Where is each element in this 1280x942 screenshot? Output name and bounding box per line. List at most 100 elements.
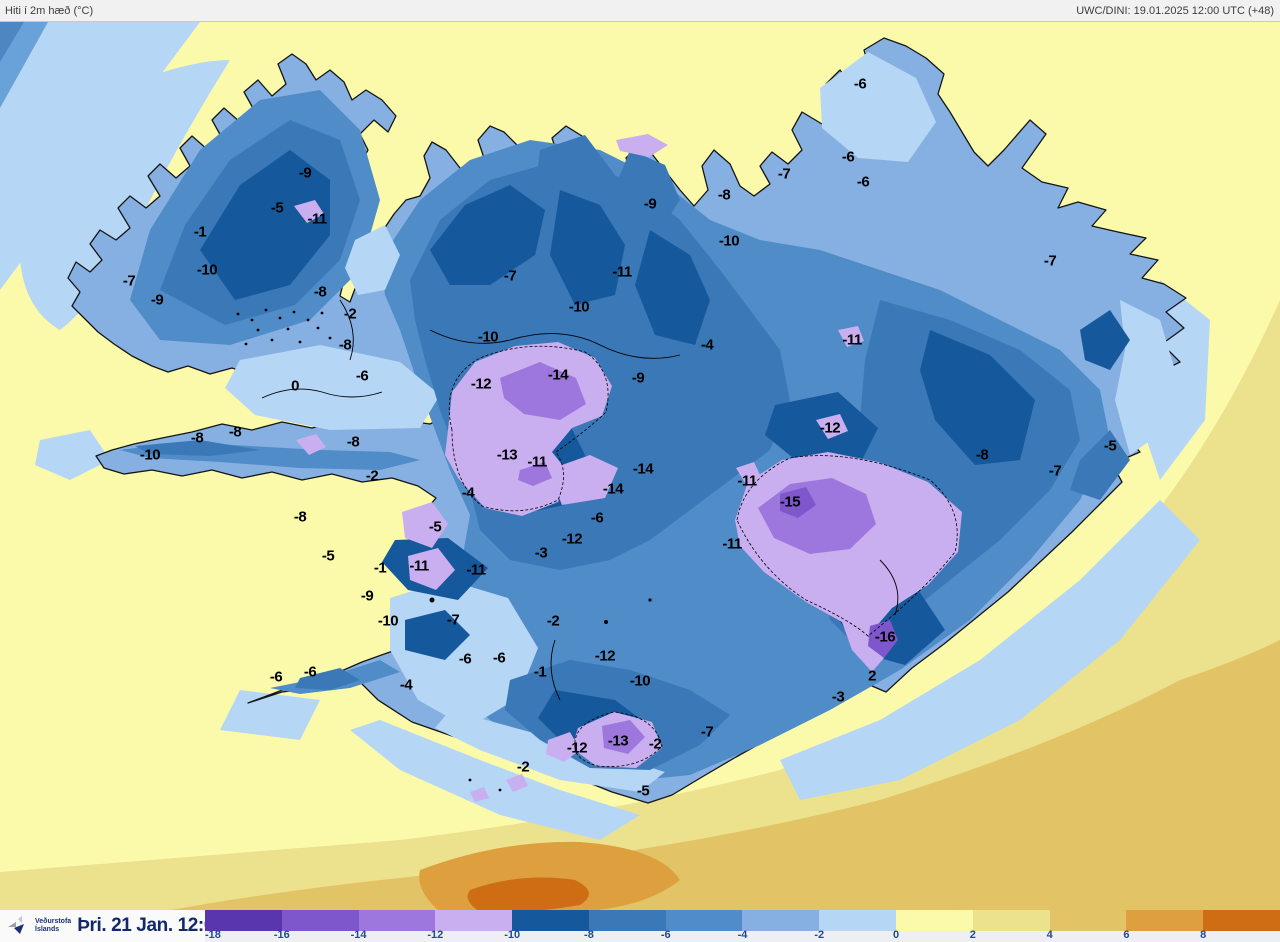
temp-label: -7: [122, 272, 136, 290]
temp-label: -5: [428, 518, 442, 536]
temp-label: -16: [874, 628, 896, 646]
temp-label: -7: [446, 611, 460, 629]
temperature-map: [0, 22, 1280, 910]
legend-strip: [205, 910, 1280, 931]
temp-label: -15: [779, 493, 801, 511]
temp-label: -11: [409, 557, 429, 575]
temp-label: -9: [150, 291, 164, 309]
legend-tick: 4: [1046, 929, 1053, 941]
legend-cell: [358, 910, 436, 931]
temp-label: -11: [722, 535, 742, 553]
temp-label: -2: [343, 305, 357, 323]
brand-box: Veðurstofa Íslands Þri. 21 Jan. 12:00: [0, 910, 225, 942]
temp-label: -2: [546, 612, 560, 630]
temp-label: -4: [461, 484, 475, 502]
legend-cell: [1126, 910, 1204, 931]
legend-tick: -4: [737, 929, 748, 941]
legend-cell: [588, 910, 666, 931]
legend-cell: [281, 910, 359, 931]
temp-label: -11: [612, 263, 632, 281]
temp-label: -4: [399, 676, 413, 694]
bottom-bar: Veðurstofa Íslands Þri. 21 Jan. 12:00 -1…: [0, 910, 1280, 942]
temp-label: -13: [607, 732, 629, 750]
temp-label: -3: [534, 544, 548, 562]
temp-label: -10: [139, 446, 161, 464]
temp-label: -5: [1103, 437, 1117, 455]
temp-label: -2: [648, 735, 662, 753]
logo-line1: Veðurstofa: [35, 917, 72, 925]
temp-label: -10: [196, 261, 218, 279]
temp-label: -11: [307, 210, 327, 228]
temp-label: -2: [365, 467, 379, 485]
temp-label: -6: [492, 649, 506, 667]
temp-label: -4: [700, 336, 714, 354]
temp-label: -11: [527, 453, 547, 471]
legend-tick: 2: [969, 929, 976, 941]
legend-cell: [435, 910, 513, 931]
temp-label: -12: [566, 739, 588, 757]
temp-label: -6: [841, 148, 855, 166]
legend-tick: 6: [1123, 929, 1130, 941]
legend-tick: 8: [1200, 929, 1207, 941]
temp-label: -12: [470, 375, 492, 393]
temp-label: -13: [496, 446, 518, 464]
legend-tick: -18: [205, 929, 221, 941]
temp-label: -6: [303, 663, 317, 681]
legend-tick: -2: [814, 929, 825, 941]
temp-label: -8: [293, 508, 307, 526]
vedurstofa-logo-text: Veðurstofa Íslands: [35, 918, 71, 934]
temp-label: -10: [718, 232, 740, 250]
legend-cell: [1203, 910, 1280, 931]
temp-label: -8: [346, 433, 360, 451]
temp-label: -10: [477, 328, 499, 346]
legend-tick: -6: [660, 929, 671, 941]
legend-tick: -12: [427, 929, 444, 941]
temp-label: -14: [602, 480, 624, 498]
legend-cell: [742, 910, 820, 931]
temp-label: -7: [700, 723, 714, 741]
legend-cell: [972, 910, 1050, 931]
temp-label: -8: [338, 336, 352, 354]
temp-label: -14: [632, 460, 654, 478]
legend-cell: [1049, 910, 1127, 931]
temp-label: -11: [842, 331, 862, 349]
model-run-info: UWC/DINI: 19.01.2025 12:00 UTC (+48): [1076, 4, 1274, 17]
temp-label: 0: [291, 377, 299, 395]
temp-label: -11: [737, 472, 757, 490]
legend-cell: [665, 910, 743, 931]
legend-cell: [205, 910, 282, 931]
temp-label: -6: [269, 668, 283, 686]
temp-label: -1: [373, 559, 387, 577]
temp-label: -5: [636, 782, 650, 800]
valid-datetime: Þri. 21 Jan. 12:00: [77, 915, 225, 936]
logo-line2: Íslands: [35, 926, 60, 933]
temp-label: -6: [856, 173, 870, 191]
temp-label: -8: [190, 429, 204, 447]
temp-label: -10: [629, 672, 651, 690]
temp-label: -8: [228, 423, 242, 441]
temp-label: -8: [975, 446, 989, 464]
map-title: Hiti í 2m hæð (°C): [5, 4, 94, 17]
temp-label: -3: [831, 688, 845, 706]
temp-label: -5: [321, 547, 335, 565]
temp-label: -10: [568, 298, 590, 316]
temp-label: -12: [561, 530, 583, 548]
temp-label: -8: [717, 186, 731, 204]
legend-tick: -16: [273, 929, 290, 941]
temp-label: -10: [377, 612, 399, 630]
temp-label: -6: [590, 509, 604, 527]
temp-label: -7: [777, 165, 791, 183]
temp-label: -1: [193, 223, 207, 241]
legend-cell: [896, 910, 973, 931]
temp-label: -9: [631, 369, 645, 387]
legend-cell: [819, 910, 897, 931]
temp-label: -9: [360, 587, 374, 605]
temp-label: -12: [594, 647, 616, 665]
legend-cell: [512, 910, 589, 931]
temp-label: -14: [547, 366, 569, 384]
top-bar: Hiti í 2m hæð (°C) UWC/DINI: 19.01.2025 …: [0, 0, 1280, 22]
temp-label: -5: [270, 199, 284, 217]
legend-tick: -14: [350, 929, 367, 941]
temp-label: -9: [643, 195, 657, 213]
